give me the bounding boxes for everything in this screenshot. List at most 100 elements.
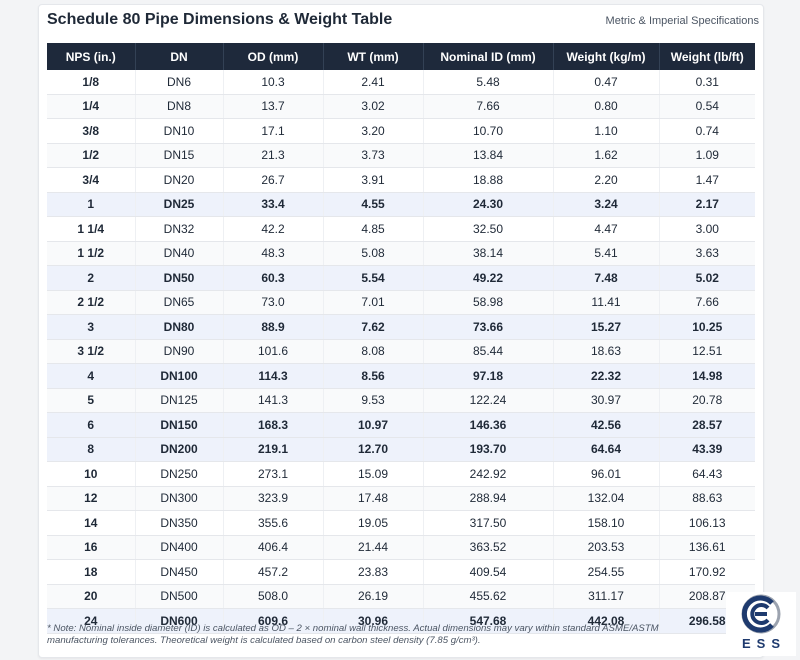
- page-subtitle: Metric & Imperial Specifications: [605, 15, 759, 27]
- table-cell: DN25: [135, 192, 224, 217]
- table-cell: 7.62: [323, 314, 424, 340]
- table-row: 14 DN350 355.6 19.05 317.50 158.10 106.13: [47, 510, 755, 536]
- table-cell: 3.02: [323, 94, 424, 119]
- table-cell: 8.08: [323, 339, 424, 364]
- table-cell: 5.54: [323, 265, 424, 291]
- column-header: NPS (in.): [47, 43, 136, 70]
- table-cell: 14: [47, 510, 136, 536]
- table-cell: 12: [47, 486, 136, 511]
- table-cell: DN15: [135, 143, 224, 168]
- table-cell: DN8: [135, 94, 224, 119]
- table-cell: 4.55: [323, 192, 424, 217]
- table-cell: 1/4: [47, 94, 136, 119]
- table-row: 10 DN250 273.1 15.09 242.92 96.01 64.43: [47, 461, 755, 487]
- table-cell: 122.24: [423, 388, 554, 413]
- table-row: 8 DN200 219.1 12.70 193.70 64.64 43.39: [47, 437, 755, 462]
- table-cell: 5.08: [323, 241, 424, 266]
- table-cell: 2 1/2: [47, 290, 136, 315]
- table-cell: 193.70: [423, 437, 554, 462]
- table-cell: 1 1/2: [47, 241, 136, 266]
- table-cell: 12.51: [659, 339, 755, 364]
- table-cell: 442.08: [553, 608, 660, 634]
- table-cell: 3: [47, 314, 136, 340]
- table-cell: 7.48: [553, 265, 660, 291]
- table-cell: DN50: [135, 265, 224, 291]
- table-cell: 85.44: [423, 339, 554, 364]
- table-cell: DN250: [135, 461, 224, 487]
- table-cell: 355.6: [223, 510, 324, 536]
- table-row: 3 DN80 88.9 7.62 73.66 15.27 10.25: [47, 314, 755, 340]
- table-cell: DN6: [135, 70, 224, 95]
- table-cell: 219.1: [223, 437, 324, 462]
- table-cell: 20.78: [659, 388, 755, 413]
- table-cell: 3.00: [659, 216, 755, 242]
- table-cell: 10: [47, 461, 136, 487]
- table-cell: 24.30: [423, 192, 554, 217]
- table-cell: 20: [47, 584, 136, 609]
- table-cell: 15.09: [323, 461, 424, 487]
- table-cell: DN350: [135, 510, 224, 536]
- table-cell: 4: [47, 363, 136, 389]
- table-cell: 1 1/4: [47, 216, 136, 242]
- table-cell: 508.0: [223, 584, 324, 609]
- table-row: 1/4 DN8 13.7 3.02 7.66 0.80 0.54: [47, 94, 755, 119]
- table-cell: 1/8: [47, 70, 136, 95]
- ess-logo: ESS: [726, 592, 796, 656]
- table-cell: 1.47: [659, 167, 755, 193]
- table-cell: 0.74: [659, 118, 755, 144]
- table-cell: DN80: [135, 314, 224, 340]
- table-row: 3/4 DN20 26.7 3.91 18.88 2.20 1.47: [47, 167, 755, 193]
- table-cell: 10.97: [323, 412, 424, 438]
- table-row: 2 DN50 60.3 5.54 49.22 7.48 5.02: [47, 265, 755, 291]
- table-cell: 146.36: [423, 412, 554, 438]
- table-cell: 114.3: [223, 363, 324, 389]
- table-cell: 42.2: [223, 216, 324, 242]
- table-cell: 2.17: [659, 192, 755, 217]
- table-cell: 21.44: [323, 535, 424, 560]
- table-cell: 2: [47, 265, 136, 291]
- table-cell: 23.83: [323, 559, 424, 585]
- table-row: 1 1/4 DN32 42.2 4.85 32.50 4.47 3.00: [47, 216, 755, 242]
- table-cell: 0.31: [659, 70, 755, 95]
- table-cell: 5.02: [659, 265, 755, 291]
- table-cell: 170.92: [659, 559, 755, 585]
- table-cell: 3 1/2: [47, 339, 136, 364]
- table-cell: 3.20: [323, 118, 424, 144]
- table-cell: 96.01: [553, 461, 660, 487]
- table-cell: 97.18: [423, 363, 554, 389]
- table-cell: DN10: [135, 118, 224, 144]
- footnote: * Note: Nominal inside diameter (ID) is …: [47, 623, 659, 646]
- table-header-row: NPS (in.) DN OD (mm) WT (mm) Nominal ID (mm)…: [47, 43, 755, 70]
- table-cell: 22.32: [553, 363, 660, 389]
- table-cell: 3.73: [323, 143, 424, 168]
- table-cell: 136.61: [659, 535, 755, 560]
- table-cell: 1.09: [659, 143, 755, 168]
- table-cell: DN300: [135, 486, 224, 511]
- table-cell: 8: [47, 437, 136, 462]
- table-cell: 14.98: [659, 363, 755, 389]
- table-cell: 73.0: [223, 290, 324, 315]
- table-cell: 73.66: [423, 314, 554, 340]
- table-cell: 323.9: [223, 486, 324, 511]
- table-cell: 1.62: [553, 143, 660, 168]
- table-cell: 26.7: [223, 167, 324, 193]
- table-cell: 311.17: [553, 584, 660, 609]
- table-cell: 15.27: [553, 314, 660, 340]
- table-cell: 10.25: [659, 314, 755, 340]
- table-cell: 317.50: [423, 510, 554, 536]
- table-cell: 17.48: [323, 486, 424, 511]
- table-cell: 4.47: [553, 216, 660, 242]
- table-cell: 9.53: [323, 388, 424, 413]
- column-header: DN: [135, 43, 224, 70]
- table-row: 3/8 DN10 17.1 3.20 10.70 1.10 0.74: [47, 118, 755, 144]
- table-cell: 609.6: [223, 608, 324, 634]
- table-cell: 1/2: [47, 143, 136, 168]
- table-cell: 33.4: [223, 192, 324, 217]
- table-row: 1/8 DN6 10.3 2.41 5.48 0.47 0.31: [47, 70, 755, 95]
- table-cell: 30.97: [553, 388, 660, 413]
- table-cell: DN90: [135, 339, 224, 364]
- table-cell: 18.63: [553, 339, 660, 364]
- table-row: 2 1/2 DN65 73.0 7.01 58.98 11.41 7.66: [47, 290, 755, 315]
- table-cell: 26.19: [323, 584, 424, 609]
- table-cell: 48.3: [223, 241, 324, 266]
